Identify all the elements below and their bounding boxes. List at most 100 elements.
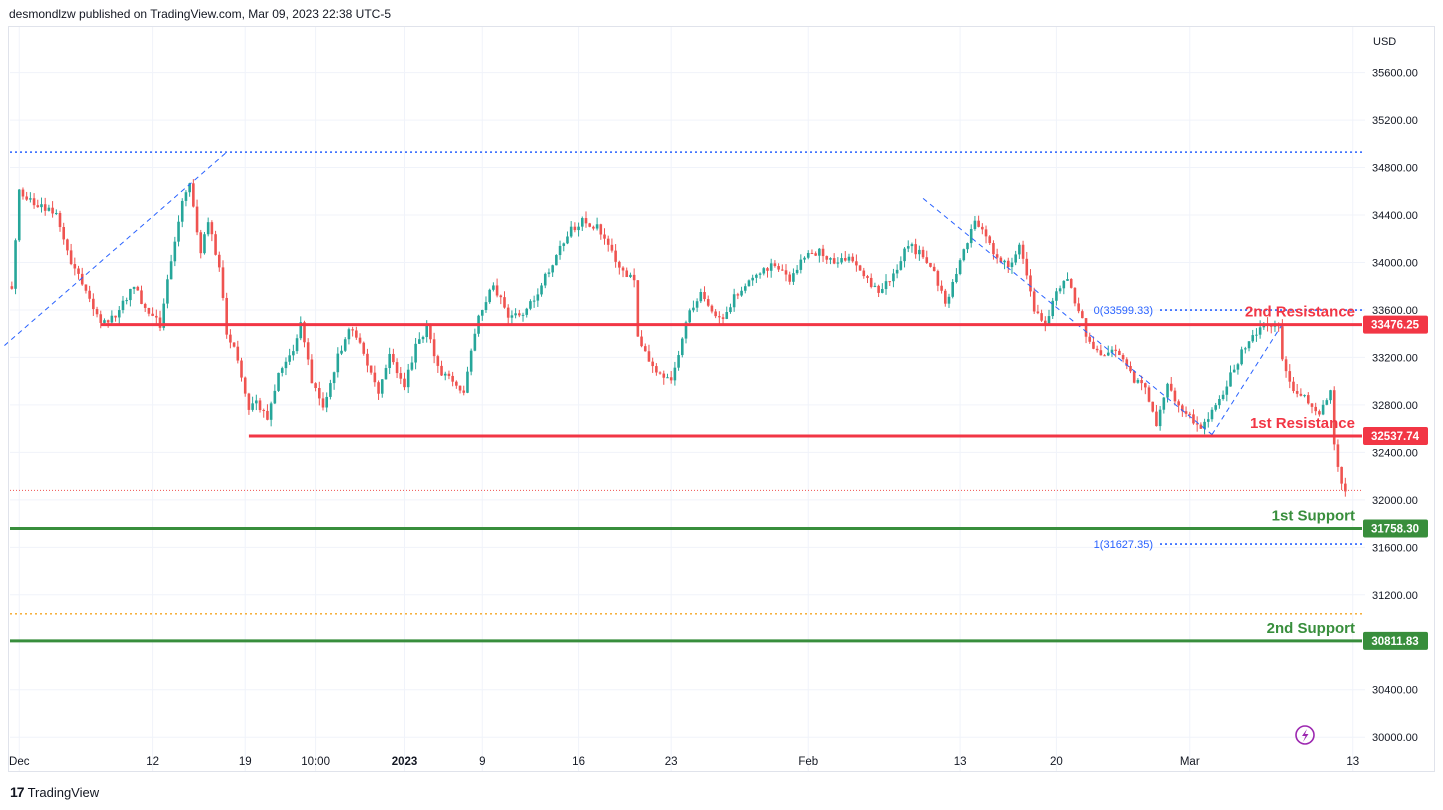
candle-body	[966, 243, 969, 250]
candle-body	[625, 270, 629, 278]
candle-body	[440, 365, 443, 376]
candle-body	[895, 269, 899, 274]
candle-body	[1132, 371, 1136, 383]
candle-body	[1169, 383, 1173, 391]
candle-body	[992, 243, 995, 255]
candle-body	[618, 261, 621, 268]
candle-body	[873, 285, 877, 287]
price-tag-bg	[1363, 519, 1428, 538]
candle-body	[1225, 386, 1229, 395]
candle-body	[514, 313, 517, 316]
candle-body	[80, 273, 84, 285]
candle-body	[521, 314, 525, 316]
x-tick-label: 19	[239, 756, 252, 768]
tradingview-logo-icon: 17	[10, 784, 25, 800]
candle-body	[943, 290, 947, 304]
x-tick-label: 9	[479, 756, 485, 768]
candle-body	[1195, 423, 1199, 425]
candle-body	[429, 325, 432, 340]
candle-body	[651, 361, 654, 367]
y-tick-label: 33600.00	[1372, 305, 1418, 317]
price-tag-value: 30811.83	[1371, 636, 1418, 648]
candle-body	[640, 336, 643, 347]
candle-body	[32, 198, 36, 206]
candle-body	[195, 206, 199, 233]
candle-body	[1114, 349, 1117, 351]
candle-body	[51, 207, 54, 214]
candle-body	[1244, 348, 1247, 350]
candle-body	[1188, 413, 1192, 415]
candle-body	[21, 189, 25, 197]
candle-body	[103, 320, 106, 323]
candles	[10, 179, 1347, 497]
candle-body	[506, 307, 510, 318]
candle-body	[484, 302, 488, 311]
candle-body	[1332, 390, 1336, 445]
candle-body	[629, 274, 632, 278]
candle-body	[836, 262, 840, 264]
candle-body	[43, 204, 47, 211]
candle-body	[821, 248, 825, 257]
candle-body	[88, 290, 91, 299]
candle-body	[380, 379, 384, 394]
candle-body	[166, 279, 169, 304]
candle-body	[362, 342, 366, 354]
candle-body	[255, 400, 258, 404]
candle-body	[421, 337, 425, 340]
candle-body	[925, 257, 929, 263]
candle-body	[36, 205, 40, 208]
candle-body	[614, 250, 617, 262]
candle-body	[269, 403, 273, 420]
price-tag: 33476.25	[1363, 315, 1428, 334]
candle-body	[418, 339, 421, 344]
candle-body	[1129, 365, 1132, 372]
candle-body	[1288, 371, 1292, 382]
candle-body	[973, 220, 977, 230]
candle-body	[732, 294, 736, 308]
candle-body	[151, 313, 154, 316]
candle-body	[1055, 291, 1058, 301]
candle-body	[699, 291, 703, 302]
candle-body	[495, 285, 499, 296]
x-axis: Dec 12 19 10:00 2023 9 16 23 Feb 13 20 Mar 13	[9, 756, 1359, 768]
candle-body	[343, 339, 347, 351]
candle-body	[140, 290, 143, 304]
price-tag-bg	[1363, 427, 1428, 446]
candle-body	[1151, 401, 1155, 412]
candle-body	[336, 353, 340, 373]
candle-body	[1044, 320, 1047, 325]
candle-body	[125, 300, 128, 302]
x-tick-label: Mar	[1180, 756, 1200, 768]
candle-body	[540, 285, 543, 295]
candle-body	[329, 383, 332, 397]
candle-body	[1077, 303, 1080, 312]
candle-body	[1206, 419, 1210, 422]
candle-body	[1258, 327, 1262, 335]
candle-body	[984, 229, 988, 237]
candle-body	[1058, 288, 1062, 292]
candle-body	[388, 353, 391, 369]
candle-body	[377, 382, 380, 394]
candle-body	[921, 249, 925, 258]
candle-body	[647, 351, 651, 362]
candle-body	[62, 227, 66, 240]
candle-body	[673, 367, 677, 381]
candle-body	[955, 273, 958, 282]
candle-body	[1144, 383, 1147, 388]
tradingview-brand[interactable]: 17 TradingView	[10, 784, 99, 800]
candle-body	[406, 369, 410, 388]
candle-body	[399, 373, 403, 379]
candle-body	[762, 268, 766, 274]
candle-body	[881, 289, 884, 293]
candle-body	[455, 381, 458, 386]
candle-body	[703, 291, 706, 300]
candle-body	[121, 300, 125, 311]
candle-body	[1306, 395, 1310, 404]
x-tick-label: 2023	[392, 756, 418, 768]
candle-body	[792, 273, 795, 282]
candle-body	[77, 268, 80, 274]
y-tick-label: 31200.00	[1372, 590, 1418, 602]
candle-body	[795, 269, 799, 274]
price-tag: 30811.83	[1363, 631, 1428, 650]
